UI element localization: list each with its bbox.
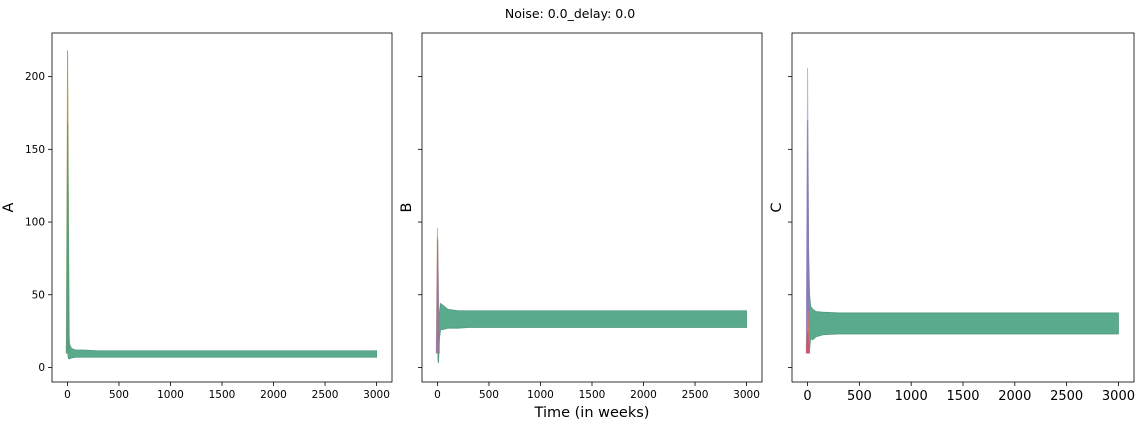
series-spike: [435, 239, 440, 354]
x-tick-label: 3000: [733, 389, 760, 401]
x-tick-label: 1000: [157, 389, 184, 401]
x-tick-label: 500: [847, 389, 872, 404]
y-tick-label: 100: [25, 217, 45, 229]
x-tick-label: 0: [803, 389, 811, 404]
y-axis-label: A: [1, 202, 17, 212]
x-tick-label: 1500: [946, 389, 979, 404]
series-envelope: [67, 50, 377, 360]
series-spike: [806, 331, 810, 354]
x-tick-label: 500: [479, 389, 499, 401]
x-tick-label: 2000: [630, 389, 657, 401]
x-tick-label: 0: [64, 389, 71, 401]
x-tick-label: 1000: [895, 389, 928, 404]
x-tick-label: 500: [109, 389, 129, 401]
x-tick-label: 2500: [312, 389, 339, 401]
chart-title: Noise: 0.0_delay: 0.0: [505, 6, 635, 21]
y-tick-label: 200: [25, 71, 45, 83]
series-envelope: [807, 149, 1119, 351]
panel-c: 0 500 1000 1500 2000 2500 3000 C: [769, 32, 1135, 404]
y-tick-label: 150: [25, 144, 45, 156]
x-tick-label: 2000: [260, 389, 287, 401]
x-tick-label: 3000: [1102, 389, 1135, 404]
y-tick-label: 0: [38, 362, 45, 374]
series-envelope: [437, 236, 747, 364]
panel-a: 0 500 1000 1500 2000 2500 3000 0 50 100 150 200 A: [1, 32, 393, 401]
axes-frame: [51, 32, 393, 383]
x-tick-label: 0: [434, 389, 441, 401]
x-tick-label: 2000: [998, 389, 1031, 404]
x-tick-label: 1500: [209, 389, 236, 401]
x-tick-label: 1000: [527, 389, 554, 401]
x-tick-label: 3000: [363, 389, 390, 401]
series-spike: [65, 123, 70, 354]
x-tick-label: 2500: [682, 389, 709, 401]
axes-frame: [421, 32, 763, 383]
y-axis-label: B: [399, 203, 415, 213]
y-tick-label: 50: [32, 289, 45, 301]
y-axis-label: C: [769, 202, 785, 212]
panel-b: 0 500 1000 1500 2000 2500 3000 B: [399, 32, 763, 401]
x-tick-label: 2500: [1050, 389, 1083, 404]
x-axis-label: Time (in weeks): [534, 405, 650, 421]
x-tick-label: 1500: [579, 389, 606, 401]
